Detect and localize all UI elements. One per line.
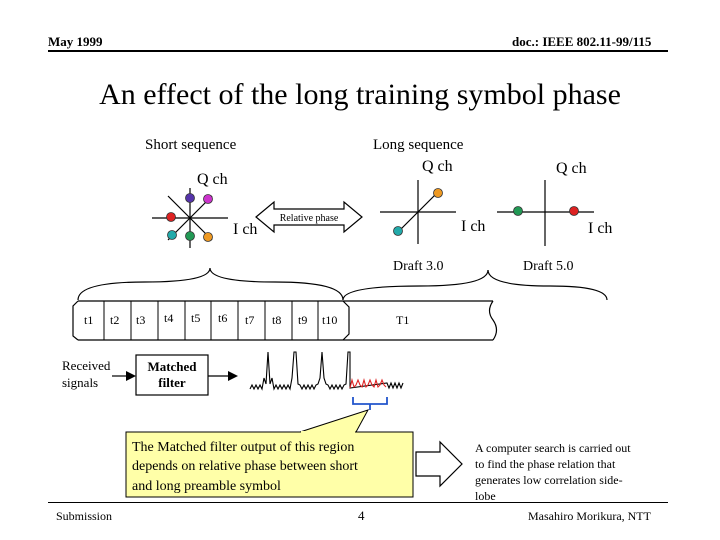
draft3-dot-orange [433, 188, 443, 198]
search-note-line: lobe [475, 489, 496, 503]
timeline-cell: t4 [164, 311, 173, 325]
short-sequence-label: Short sequence [145, 137, 237, 153]
draft5-constellation: Q ch I ch Draft 5.0 [497, 160, 612, 274]
short-dot-magenta [203, 194, 213, 204]
short-dot-purple [185, 193, 195, 203]
timeline-break-mark [488, 300, 498, 341]
callout-pointer [299, 409, 370, 433]
short-dot-teal [167, 230, 177, 240]
relative-phase-label: Relative phase [280, 213, 339, 224]
timeline-cell: t1 [84, 313, 93, 327]
timeline-cell: t2 [110, 313, 119, 327]
short-q-label: Q ch [197, 171, 228, 188]
callout-line: The Matched filter output of this region [132, 440, 354, 455]
page-title: An effect of the long training symbol ph… [99, 78, 621, 111]
received-signals-label: signals [62, 375, 98, 390]
short-i-label: I ch [233, 221, 257, 238]
preamble-timeline: t1 t2 t3 t4 t5 t6 t7 t8 t9 t10 T1 [72, 300, 498, 341]
draft5-dot-red [569, 206, 579, 216]
draft3-i-label: I ch [461, 218, 485, 235]
header-rule [48, 50, 668, 52]
timeline-long-cell: T1 [396, 313, 409, 327]
matched-filter-label: Matched [147, 359, 197, 374]
output-arrowhead [228, 371, 238, 381]
short-dot-orange [203, 232, 213, 242]
input-arrowhead [126, 371, 136, 381]
short-dot-green [185, 231, 195, 241]
draft3-label: Draft 3.0 [393, 259, 444, 274]
search-note-line: A computer search is carried out [475, 441, 631, 455]
region-bracket [352, 397, 388, 410]
draft3-phase-line [397, 191, 439, 233]
matched-filter-label: filter [158, 375, 186, 390]
draft3-constellation: Q ch I ch Draft 3.0 [380, 158, 485, 274]
callout-line: depends on relative phase between short [132, 459, 358, 474]
timeline-cell: t10 [322, 313, 337, 327]
draft3-q-label: Q ch [422, 158, 453, 175]
filter-output-waveform [249, 351, 404, 391]
draft5-i-label: I ch [588, 220, 612, 237]
filter-output-highlight [349, 377, 387, 389]
footer-author: Masahiro Morikura, NTT [528, 509, 651, 523]
header-doc-id: doc.: IEEE 802.11-99/115 [512, 34, 652, 49]
draft5-q-label: Q ch [556, 160, 587, 177]
footer-submission: Submission [56, 509, 113, 523]
matched-filter-box [135, 354, 209, 396]
timeline-cell: t6 [218, 311, 227, 325]
explanation-arrow [415, 440, 463, 488]
timeline-cell: t5 [191, 311, 200, 325]
draft3-brace [342, 269, 489, 301]
timeline-cell: t3 [136, 313, 145, 327]
draft5-label: Draft 5.0 [523, 259, 574, 274]
draft5-brace [487, 269, 608, 301]
draft5-dot-green [513, 206, 523, 216]
draft3-dot-teal [393, 226, 403, 236]
search-note-line: to find the phase relation that [475, 457, 616, 471]
callout-box [125, 431, 414, 498]
timeline-cell: t8 [272, 313, 281, 327]
search-note-line: generates low correlation side- [475, 473, 623, 487]
footer-rule [48, 502, 668, 503]
short-dot-red [166, 212, 176, 222]
callout-line: and long preamble symbol [132, 479, 281, 494]
footer-page-number: 4 [358, 508, 365, 523]
received-signals-label: Received [62, 358, 111, 373]
relative-phase-arrow: Relative phase [255, 200, 363, 234]
short-constellation: Q ch I ch [152, 171, 257, 248]
header-date: May 1999 [48, 34, 103, 49]
timeline-cell: t9 [298, 313, 307, 327]
timeline-cell: t7 [245, 313, 254, 327]
long-sequence-label: Long sequence [373, 137, 464, 153]
short-sequence-brace [77, 267, 344, 301]
